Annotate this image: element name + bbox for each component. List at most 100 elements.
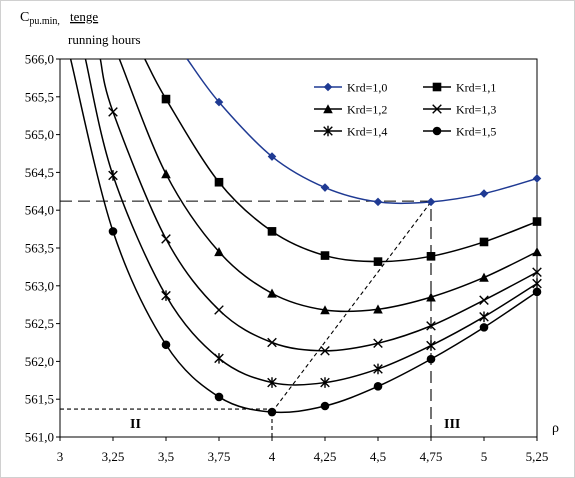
legend-marker [323,104,333,114]
y-tick-label: 561,0 [25,430,54,445]
series-line [99,59,537,352]
region-label-iii: III [444,417,460,432]
data-point [161,169,171,179]
data-point [426,197,436,207]
series-2 [144,59,542,266]
x-tick-label: 4,5 [370,449,386,464]
x-tick-label: 3,5 [158,449,174,464]
data-point [320,346,330,356]
data-point [214,97,224,107]
data-point [320,401,330,411]
data-point [532,267,542,277]
legend-marker [323,82,333,92]
x-tick-label: 4,25 [314,449,337,464]
legend-marker [432,82,442,92]
data-point [267,288,277,298]
data-point [267,152,277,161]
data-point [532,287,542,297]
y-tick-label: 565,5 [25,89,54,104]
data-point [426,321,436,331]
legend-label: Krd=1,4 [347,125,387,139]
data-point [267,377,277,388]
y-tick-label: 562,5 [25,316,54,331]
y-axis-unit: tenge [70,9,98,24]
data-point [267,337,277,348]
legend-label: Krd=1,0 [347,81,387,95]
data-point [479,295,489,305]
data-point [479,237,489,247]
data-point [426,292,436,302]
x-tick-label: 5,25 [526,449,549,464]
series-line [118,59,537,313]
data-point [320,183,330,192]
data-point [108,170,118,181]
y-tick-label: 565,0 [25,127,54,142]
series-3 [118,59,542,315]
data-point [161,290,171,301]
x-tick-label: 3,25 [102,449,125,464]
data-point [108,107,118,117]
series-1 [186,59,542,207]
data-point [320,305,330,315]
y-axis-denominator: running hours [68,32,141,47]
legend-label: Krd=1,1 [456,81,496,95]
y-tick-label: 564,5 [25,165,54,180]
data-point [267,407,277,417]
y-tick-label: 562,0 [25,354,54,369]
legend-label: Krd=1,3 [456,103,496,117]
data-point [532,217,542,226]
data-point [479,311,489,323]
series-line [186,59,537,205]
data-point [214,246,224,257]
data-point [426,354,436,364]
y-tick-label: 563,0 [25,278,54,293]
y-tick-label: 566,0 [25,52,54,67]
data-point [426,252,436,261]
x-tick-label: 4 [269,449,276,464]
reference-line-diagonal [271,201,432,413]
data-point [320,377,330,388]
x-tick-label: 4,75 [420,449,443,464]
data-point [373,257,383,266]
data-point [532,278,542,289]
legend-label: Krd=1,5 [456,125,496,139]
x-tick-label: 3,75 [208,449,231,464]
data-point [479,323,489,332]
x-axis-label: ρ [552,421,559,436]
data-point [532,246,542,257]
legend-marker [432,126,442,136]
data-point [426,340,436,351]
y-tick-label: 563,5 [25,241,54,256]
y-tick-label: 561,5 [25,392,54,407]
data-point [214,305,224,315]
y-axis-label-main: Cpu.min, [20,10,60,27]
data-point [373,304,383,314]
data-point [479,189,489,198]
data-point [373,338,383,349]
data-point [373,382,383,391]
legend-marker [323,125,333,137]
data-point [267,227,277,236]
legend-marker [432,104,442,114]
data-point [373,363,383,375]
data-point [161,340,171,350]
data-point [108,227,118,236]
x-tick-label: 3 [57,449,64,464]
data-point [214,353,224,364]
series-4 [99,59,542,356]
data-point [214,392,224,402]
data-point [532,174,542,183]
x-tick-label: 5 [481,449,488,464]
series-6 [69,59,542,417]
data-point [161,94,171,104]
legend: Krd=1,0 Krd=1,1 Krd=1,2 Krd=1,3 Krd=1,4 Krd=1… [314,81,496,139]
data-point [161,234,171,244]
y-tick-label: 564,0 [25,203,54,218]
legend-label: Krd=1,2 [347,103,387,117]
data-point [214,177,224,187]
data-point [479,272,489,282]
data-point [373,197,383,207]
